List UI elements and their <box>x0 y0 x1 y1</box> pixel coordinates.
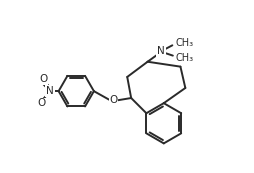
Text: CH₃: CH₃ <box>176 53 194 63</box>
Text: O: O <box>37 98 45 108</box>
Text: O: O <box>109 95 118 106</box>
Text: CH₃: CH₃ <box>175 38 193 48</box>
Text: N: N <box>46 86 54 96</box>
Text: O: O <box>39 74 47 84</box>
Text: N: N <box>157 46 165 56</box>
